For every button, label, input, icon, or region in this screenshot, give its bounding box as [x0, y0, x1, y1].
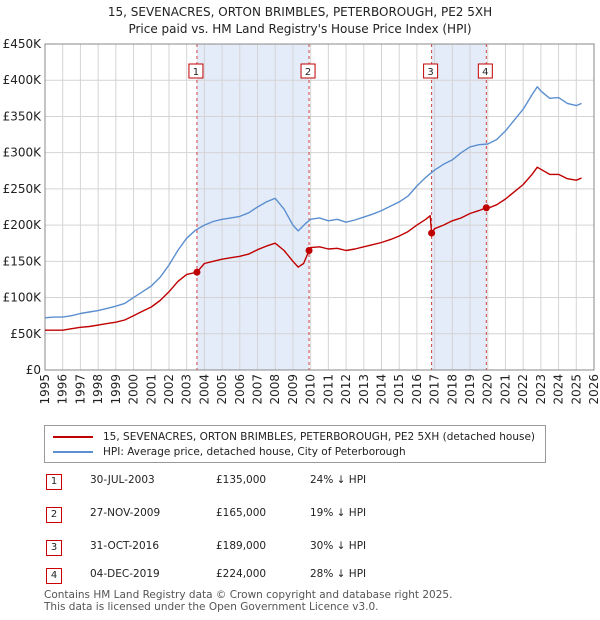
x-tick-label: 2001 — [144, 374, 158, 405]
x-tick-label: 2017 — [428, 374, 442, 405]
x-tick-label: 1997 — [73, 374, 87, 405]
sale-label-box — [423, 63, 439, 79]
y-tick-label: £450K — [3, 37, 43, 51]
legend-swatch-hpi — [53, 451, 93, 453]
sale-number-badge: 4 — [46, 568, 62, 584]
sale-date: 31-OCT-2016 — [90, 540, 159, 552]
price-chart: £0 £50K £100K £150K £200K £250K £300K £350K £400… — [3, 37, 600, 405]
sale-row: 1 30-JUL-2003 £135,000 24% ↓ HPI — [44, 473, 564, 491]
x-tick-label: 1998 — [91, 374, 105, 405]
x-tick-label: 2023 — [534, 374, 548, 405]
sale-point — [428, 229, 436, 237]
legend: 15, SEVENACRES, ORTON BRIMBLES, PETERBOR… — [44, 425, 546, 463]
sale-number-badge: 2 — [46, 507, 62, 523]
y-tick-label: £50K — [10, 327, 42, 341]
chart-title-line2: Price paid vs. HM Land Registry's House … — [128, 22, 472, 36]
x-tick-label: 2002 — [162, 374, 176, 405]
y-tick-label: £0 — [26, 363, 41, 377]
x-tick-label: 2008 — [268, 374, 282, 405]
sale-price: £165,000 — [216, 507, 267, 519]
x-tick-label: 2007 — [251, 374, 265, 405]
legend-label-property: 15, SEVENACRES, ORTON BRIMBLES, PETERBOR… — [103, 431, 536, 443]
chart-title-line1: 15, SEVENACRES, ORTON BRIMBLES, PETERBOR… — [107, 5, 493, 19]
x-tick-label: 2014 — [374, 374, 388, 405]
x-tick-label: 2022 — [516, 374, 530, 405]
x-tick-label: 2005 — [215, 374, 229, 405]
footer: Contains HM Land Registry data © Crown c… — [44, 589, 452, 613]
x-tick-label: 2020 — [481, 374, 495, 405]
y-tick-label: £250K — [3, 182, 43, 196]
sale-row: 2 27-NOV-2009 £165,000 19% ↓ HPI — [44, 506, 564, 524]
sale-row: 4 04-DEC-2019 £224,000 28% ↓ HPI — [44, 567, 564, 585]
x-tick-label: 2012 — [339, 374, 353, 405]
plot-frame — [44, 43, 595, 371]
x-tick-label: 2010 — [304, 374, 318, 405]
x-tick-label: 2021 — [498, 374, 512, 405]
x-tick-label: 2015 — [392, 374, 406, 405]
y-tick-label: £100K — [3, 291, 43, 305]
sale-number-badge: 1 — [46, 474, 62, 490]
sale-label-box — [188, 63, 204, 79]
y-tick-label: £200K — [3, 218, 43, 232]
sale-label-box — [300, 63, 316, 79]
legend-item-property: 15, SEVENACRES, ORTON BRIMBLES, PETERBOR… — [53, 430, 535, 444]
sale-label-number: 1 — [193, 67, 199, 78]
sale-price: £135,000 — [216, 474, 267, 486]
sale-hpi-diff: 19% ↓ HPI — [310, 507, 367, 519]
x-tick-label: 2016 — [410, 374, 424, 405]
x-tick-label: 2024 — [552, 374, 566, 405]
chart-title: 15, SEVENACRES, ORTON BRIMBLES, PETERBOR… — [0, 4, 600, 38]
y-tick-label: £300K — [3, 146, 43, 160]
footer-licence: This data is licensed under the Open Gov… — [44, 601, 379, 613]
legend-label-hpi: HPI: Average price, detached house, City… — [103, 446, 406, 458]
legend-item-hpi: HPI: Average price, detached house, City… — [53, 445, 406, 459]
sale-date: 27-NOV-2009 — [90, 507, 161, 519]
x-tick-label: 2006 — [233, 374, 247, 405]
x-tick-label: 2013 — [357, 374, 371, 405]
x-tick-label: 2019 — [463, 374, 477, 405]
x-tick-label: 2004 — [197, 374, 211, 405]
y-tick-label: £400K — [3, 73, 43, 87]
x-tick-label: 2025 — [569, 374, 583, 405]
sale-point — [193, 268, 201, 276]
x-tick-label: 1999 — [109, 374, 123, 405]
x-tick-label: 2000 — [127, 374, 141, 405]
x-tick-label: 2018 — [445, 374, 459, 405]
hpi-line — [44, 85, 582, 319]
y-tick-label: £350K — [3, 109, 43, 123]
x-tick-label: 2009 — [286, 374, 300, 405]
sale-label-number: 2 — [305, 67, 311, 78]
sale-price: £224,000 — [216, 568, 267, 580]
legend-swatch-property — [53, 436, 93, 438]
x-tick-label: 1996 — [56, 374, 70, 405]
sale-hpi-diff: 28% ↓ HPI — [310, 568, 367, 580]
sale-date: 30-JUL-2003 — [90, 474, 155, 486]
sale-number-badge: 3 — [46, 540, 62, 556]
sale-row: 3 31-OCT-2016 £189,000 30% ↓ HPI — [44, 539, 564, 557]
x-tick-label: 1995 — [38, 374, 52, 405]
sale-price: £189,000 — [216, 540, 267, 552]
sale-label-number: 3 — [427, 67, 433, 78]
y-tick-label: £150K — [3, 254, 43, 268]
x-tick-label: 2026 — [587, 374, 600, 405]
sale-label-box — [477, 63, 493, 79]
property-price-line — [45, 166, 582, 331]
sale-label-number: 4 — [482, 67, 488, 78]
x-tick-label: 2011 — [321, 374, 335, 405]
x-tick-label: 2003 — [180, 374, 194, 405]
sale-hpi-diff: 24% ↓ HPI — [310, 474, 367, 486]
sale-point — [305, 246, 313, 254]
shaded-period — [196, 44, 310, 370]
shaded-period — [431, 44, 487, 370]
footer-copyright: Contains HM Land Registry data © Crown c… — [44, 589, 453, 601]
plot-area — [45, 44, 594, 370]
sale-point — [482, 204, 490, 212]
sale-hpi-diff: 30% ↓ HPI — [310, 540, 367, 552]
sale-date: 04-DEC-2019 — [90, 568, 160, 580]
